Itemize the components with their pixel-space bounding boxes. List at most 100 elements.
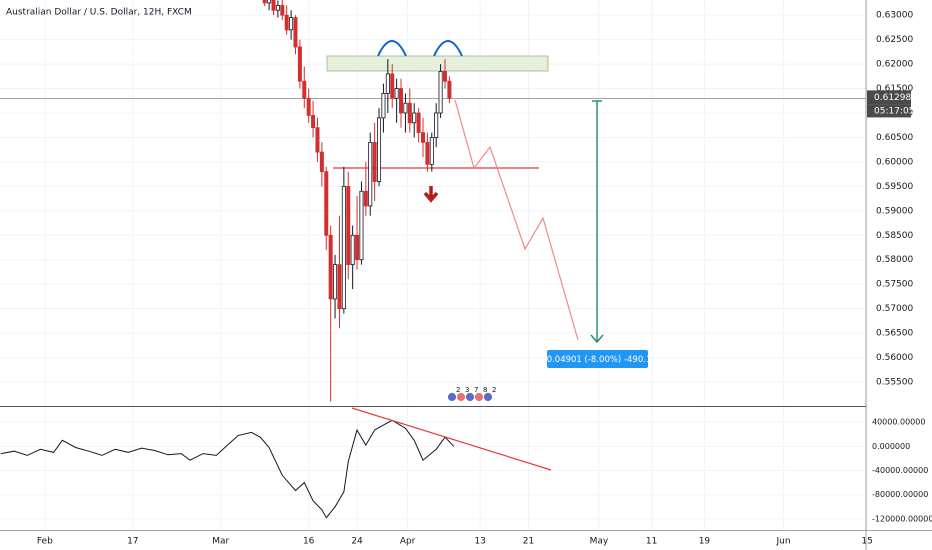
candle-body — [381, 93, 386, 119]
y2-tick-label: -40000.00000 — [872, 466, 928, 475]
y-tick-label: 0.56000 — [876, 353, 913, 363]
candle-body — [311, 115, 316, 129]
candle-body — [434, 112, 439, 138]
x-tick-label: Apr — [400, 537, 416, 547]
event-label: 7 — [474, 386, 478, 394]
candle-body — [306, 97, 311, 116]
candle-body — [319, 151, 324, 173]
chart-title: Australian Dollar / U.S. Dollar, 12H, FX… — [6, 8, 192, 18]
divergence-line — [351, 407, 552, 471]
candle-body — [368, 141, 373, 207]
candle-body — [267, 0, 272, 4]
candle-body — [355, 234, 360, 261]
x-tick-label: 11 — [646, 537, 657, 547]
y-tick-label: 0.55500 — [876, 378, 913, 388]
y-tick-label: 0.63000 — [876, 11, 913, 21]
measure-label: -0.04901 (-8.00%) -490.1 — [544, 355, 652, 365]
x-tick-label: 21 — [523, 537, 534, 547]
y2-tick-label: -80000.00000 — [872, 490, 928, 499]
y-tick-label: 0.60500 — [876, 133, 913, 143]
candle-body — [275, 4, 280, 11]
candle-body — [333, 264, 338, 300]
candle-body — [429, 137, 434, 165]
candle-body — [425, 141, 430, 165]
candle-body — [447, 80, 452, 99]
y-tick-label: 0.58000 — [876, 255, 913, 265]
event-label: 3 — [465, 386, 469, 394]
y-tick-label: 0.57500 — [876, 280, 913, 290]
candle-body — [280, 4, 285, 16]
candle-body — [421, 132, 426, 143]
projection-path — [454, 99, 579, 341]
candles — [262, 0, 452, 402]
y2-tick-label: 0.000000 — [872, 442, 910, 451]
y-tick-label: 0.58500 — [876, 231, 913, 241]
candle-body — [328, 234, 333, 300]
x-tick-label: Jun — [776, 537, 791, 547]
top-arc — [433, 40, 463, 57]
measure-box — [547, 350, 648, 368]
axes: 0.630000.625000.620000.615000.610000.605… — [37, 11, 932, 547]
candle-body — [324, 171, 329, 236]
x-tick-label: 19 — [699, 537, 711, 547]
x-tick-label: 17 — [127, 537, 138, 547]
candle-body — [390, 73, 395, 99]
candle-body — [442, 71, 447, 82]
candle-body — [372, 141, 377, 182]
candle-body — [412, 112, 417, 124]
event-label: 2 — [492, 386, 496, 394]
top-arc — [377, 40, 407, 57]
candle-body — [346, 185, 351, 266]
candle-body — [293, 17, 298, 48]
candle-body — [271, 0, 276, 11]
x-tick-label: May — [590, 537, 609, 547]
candle-body — [315, 127, 320, 153]
indicator-line — [0, 419, 455, 519]
event-label: 2 — [456, 386, 460, 394]
candle-body — [297, 46, 302, 82]
resistance-zone — [326, 55, 549, 72]
candle-body — [302, 80, 307, 99]
measure-arrow — [590, 334, 604, 344]
last-price-box — [867, 90, 911, 105]
candle-body — [403, 102, 408, 114]
candle-body — [407, 102, 412, 124]
y-tick-label: 0.57000 — [876, 304, 913, 314]
down-arrow — [423, 186, 439, 203]
x-tick-label: 15 — [861, 537, 872, 547]
candle-body — [399, 88, 404, 114]
x-tick-label: Mar — [212, 537, 229, 547]
candle-body — [337, 264, 342, 310]
candle-body — [262, 0, 267, 4]
candle-body — [385, 73, 390, 94]
candle-body — [363, 190, 368, 207]
candle-body — [438, 71, 443, 114]
candle-body — [416, 112, 421, 133]
y2-tick-label: 40000.00000 — [872, 418, 925, 427]
y-tick-label: 0.61500 — [876, 84, 913, 94]
x-tick-label: Feb — [37, 537, 53, 547]
y-tick-label: 0.56500 — [876, 329, 913, 339]
candle-body — [359, 190, 364, 261]
grid — [0, 0, 868, 530]
candle-body — [289, 17, 294, 31]
candle-body — [341, 185, 346, 310]
x-tick-label: 16 — [303, 537, 315, 547]
candle-body — [377, 117, 382, 182]
candle-body — [350, 234, 355, 266]
event-icon — [483, 392, 493, 402]
y-tick-label: 0.62500 — [876, 35, 913, 45]
countdown-box — [867, 104, 911, 118]
x-tick-label: 24 — [351, 537, 363, 547]
last-price-label: 0.61298 — [874, 93, 911, 103]
y-tick-label: 0.62000 — [876, 60, 913, 70]
event-label: 8 — [483, 386, 487, 394]
candle-body — [394, 88, 399, 99]
y-tick-label: 0.59000 — [876, 206, 913, 216]
x-tick-label: 13 — [474, 537, 485, 547]
candle-body — [284, 14, 289, 31]
countdown-label: 05:17:05 — [874, 106, 914, 116]
y-tick-label: 0.60000 — [876, 157, 913, 167]
y-tick-label: 0.59500 — [876, 182, 913, 192]
